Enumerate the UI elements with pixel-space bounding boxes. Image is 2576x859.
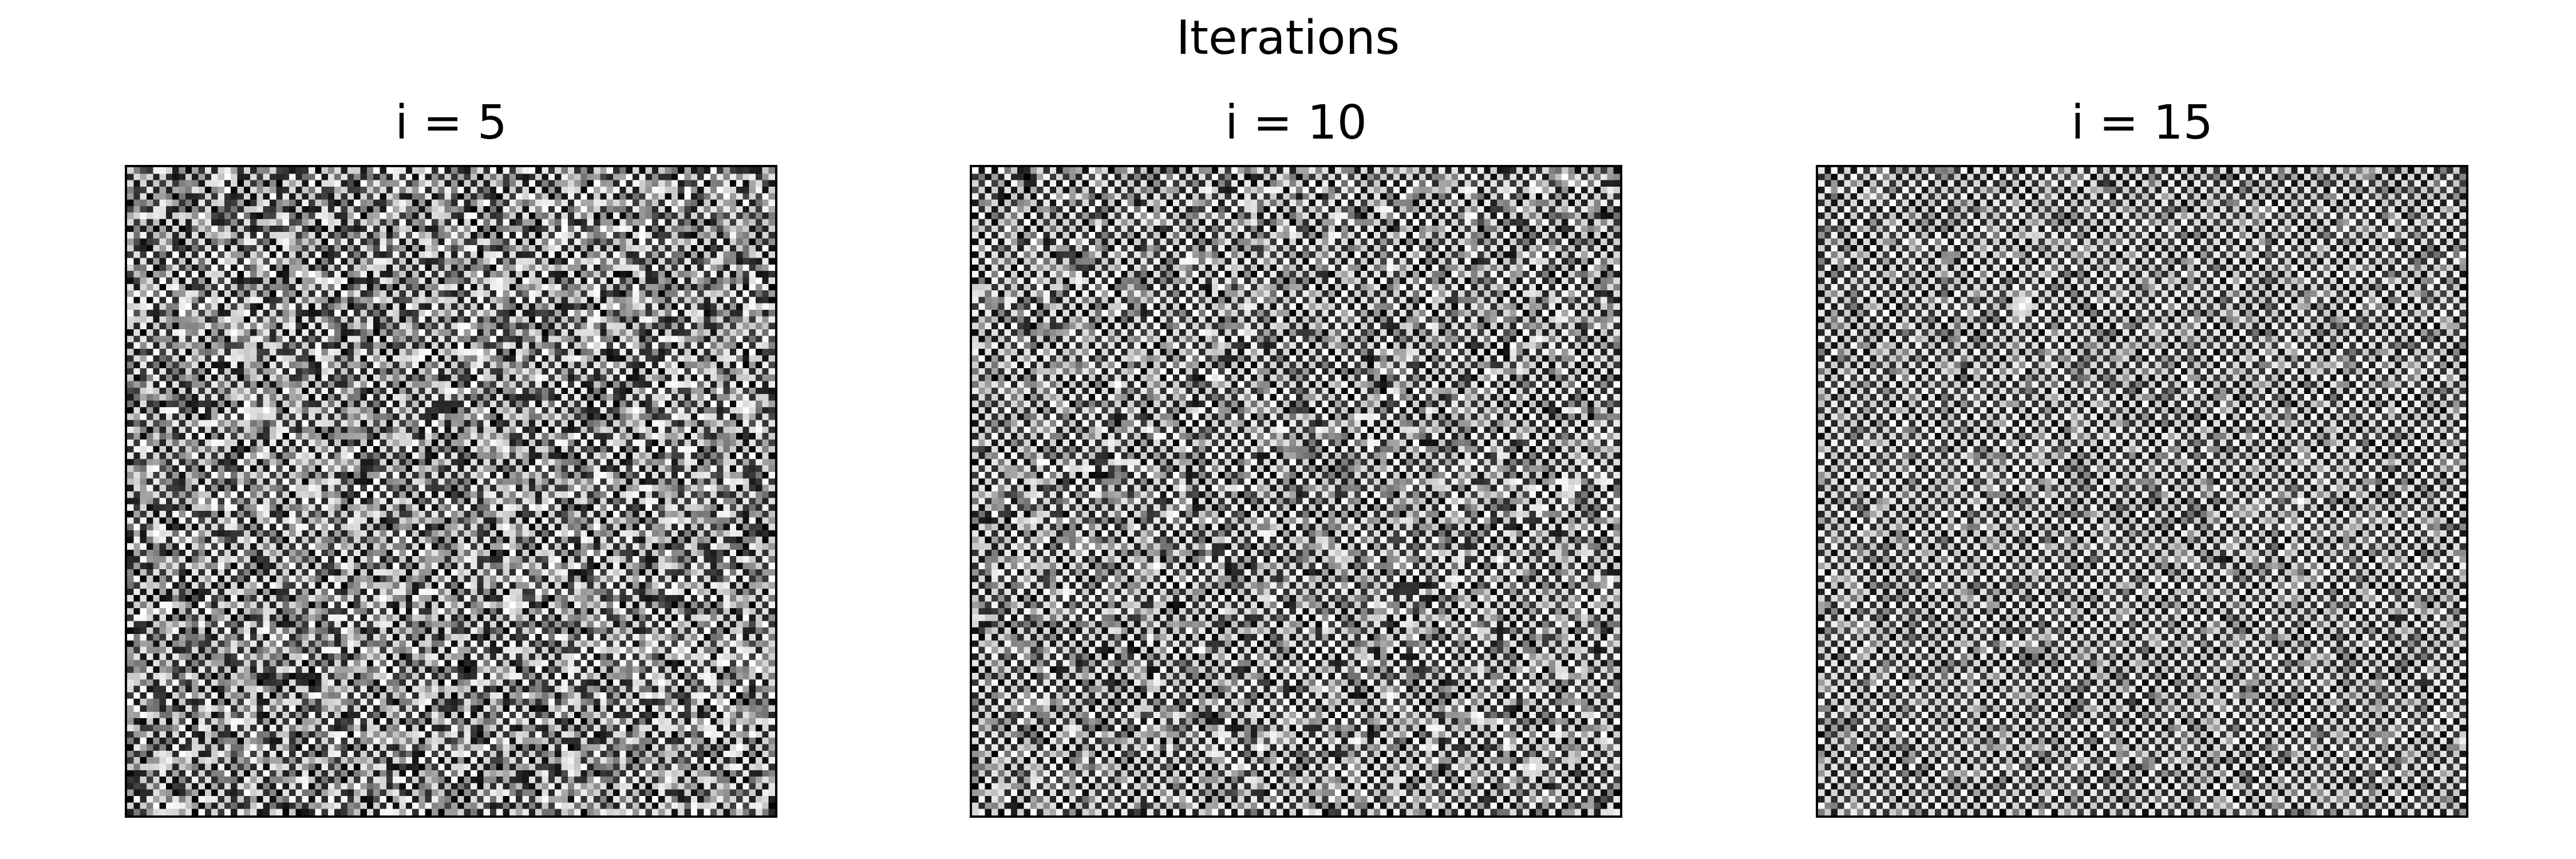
noise-image-i5 (127, 167, 775, 815)
image-panel-i5 (125, 165, 777, 818)
panel-title-i15: i = 15 (2071, 96, 2213, 150)
figure-title: Iterations (1176, 11, 1400, 65)
image-panel-i10 (970, 165, 1622, 818)
image-panel-i15 (1816, 165, 2468, 818)
noise-image-i15 (1818, 167, 2466, 815)
noise-image-i10 (972, 167, 1620, 815)
panel-title-i10: i = 10 (1225, 96, 1367, 150)
panel-title-i5: i = 5 (395, 96, 507, 150)
